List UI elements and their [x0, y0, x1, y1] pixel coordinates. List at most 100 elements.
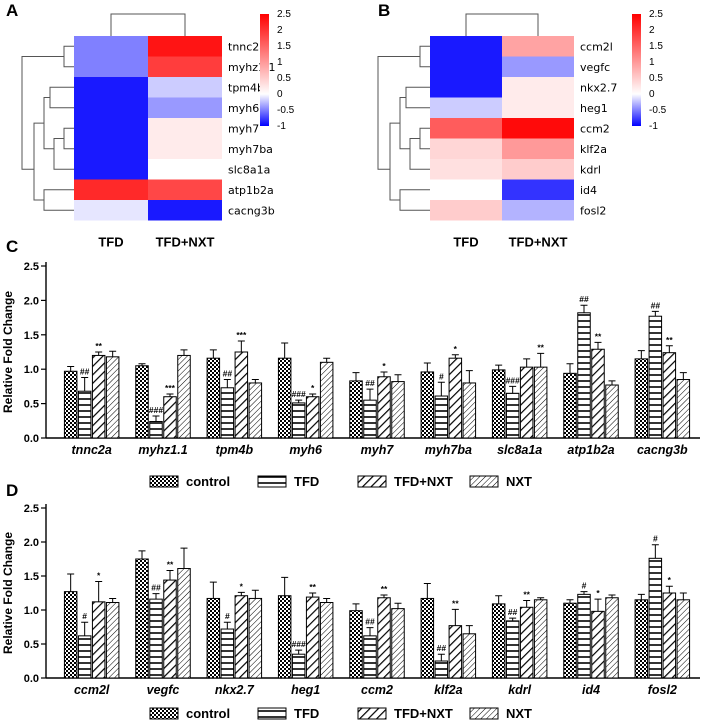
bar — [662, 352, 677, 439]
row-label: nkx2.7 — [580, 81, 617, 94]
heatmap-cell — [148, 77, 222, 98]
bar — [648, 315, 663, 439]
error-bar — [209, 349, 217, 359]
bar — [577, 312, 591, 439]
heatmap-b: ccm2l vegfc nkx2.7 heg1 ccm2 klf2a kdrl id4 fosl… — [377, 9, 667, 250]
y-tick-label: 2.5 — [24, 503, 39, 515]
heatmap-cell — [74, 179, 148, 200]
error-bar — [523, 358, 531, 368]
error-bar — [109, 350, 117, 357]
legend-swatch — [357, 475, 387, 488]
error-bar — [566, 599, 574, 604]
bar — [591, 610, 605, 679]
error-bar — [251, 379, 259, 383]
error-bar — [451, 608, 459, 626]
bar — [491, 603, 506, 679]
error-bar — [495, 595, 503, 604]
colorbar-tick: 0.5 — [277, 73, 291, 84]
heatmap-cell — [430, 200, 502, 221]
bar — [533, 366, 548, 439]
heatmap-cell — [430, 36, 502, 57]
error-bar — [679, 372, 687, 380]
bar — [234, 351, 249, 439]
significance-mark: # — [582, 581, 587, 591]
heatmap-cell — [502, 56, 574, 77]
significance-mark: * — [454, 344, 458, 354]
bar — [291, 653, 306, 679]
heatmap-cell — [430, 179, 502, 200]
heatmap-cell — [430, 77, 502, 98]
row-label: tpm4b — [228, 81, 264, 94]
error-bar — [138, 363, 146, 366]
bar — [277, 595, 292, 679]
bar — [220, 387, 235, 439]
error-bar — [138, 550, 146, 559]
bar — [491, 369, 506, 439]
bar — [662, 592, 677, 679]
colorbar-tick: 1 — [649, 57, 655, 68]
heatmap-cell — [430, 97, 502, 118]
bar — [363, 399, 377, 439]
panel-label-b: B — [378, 1, 390, 20]
significance-mark: ## — [365, 617, 375, 627]
legend-label: NXT — [506, 474, 532, 489]
significance-mark: ## — [151, 583, 161, 593]
significance-mark: ## — [651, 300, 661, 310]
bar — [163, 579, 177, 679]
error-bar — [608, 594, 616, 598]
category-label: tpm4b — [216, 443, 254, 457]
category-label: vegfc — [147, 683, 180, 697]
row-label: myh7 — [228, 122, 259, 135]
heatmap-cell — [502, 200, 574, 221]
significance-mark: ** — [666, 335, 673, 345]
bar — [462, 633, 477, 679]
significance-mark: * — [668, 575, 672, 585]
y-tick-label: 2.5 — [24, 261, 39, 273]
bar — [63, 370, 78, 439]
y-tick-label: 0.0 — [24, 673, 39, 685]
bar — [248, 597, 263, 679]
bar — [105, 602, 120, 679]
column-label: TFD — [98, 235, 123, 250]
colorbar-tick: -0.5 — [649, 105, 667, 116]
bar — [505, 620, 520, 679]
error-bar — [352, 372, 360, 381]
heatmap-cell — [502, 179, 574, 200]
error-bar — [465, 625, 473, 634]
heatmap-cell — [430, 159, 502, 180]
colorbar-tick: 1 — [277, 57, 283, 68]
bar — [234, 595, 249, 679]
significance-mark: ### — [292, 639, 306, 649]
bar — [305, 396, 320, 439]
bar — [448, 357, 463, 439]
error-bar — [366, 627, 374, 636]
category-label: cacng3b — [637, 443, 688, 457]
colorbar-tick: 0 — [277, 89, 283, 100]
significance-mark: *** — [165, 383, 176, 393]
significance-mark: ** — [95, 341, 102, 351]
bar — [91, 354, 106, 439]
y-tick-label: 0.0 — [24, 433, 39, 445]
error-bar — [537, 597, 545, 600]
bar — [363, 635, 377, 679]
colorbar-tick: -1 — [277, 121, 286, 132]
row-label: myh7ba — [228, 143, 273, 156]
y-tick-label: 1.5 — [24, 571, 39, 583]
error-bar — [237, 340, 245, 352]
legend-swatch — [257, 707, 287, 720]
bar — [505, 392, 520, 439]
error-bar — [637, 593, 645, 600]
colorbar — [632, 14, 641, 126]
heatmap-cell — [430, 118, 502, 139]
bar — [377, 597, 391, 679]
bar — [391, 608, 405, 679]
significance-mark: # — [225, 611, 230, 621]
colorbar-tick: 0.5 — [649, 73, 663, 84]
error-bar — [166, 393, 174, 397]
error-bar — [352, 603, 360, 611]
row-label: klf2a — [580, 143, 607, 156]
colorbar-tick: -0.5 — [277, 105, 295, 116]
error-bar — [495, 364, 503, 370]
y-tick-label: 0.5 — [24, 639, 39, 651]
bar — [420, 371, 435, 439]
